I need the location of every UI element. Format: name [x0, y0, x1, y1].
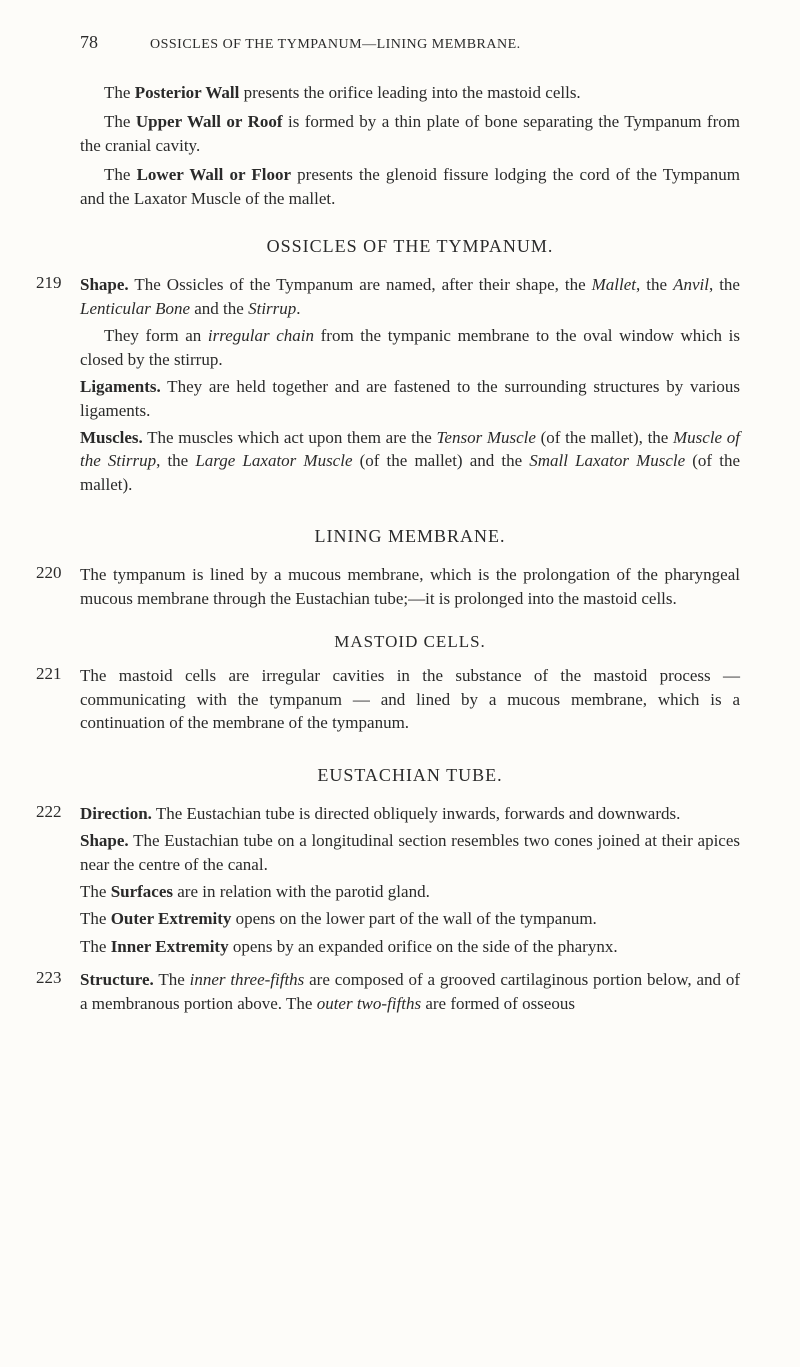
text: , the [156, 451, 195, 470]
term-anvil: Anvil [673, 275, 709, 294]
term-shape: Shape. [80, 831, 129, 850]
term-inner-three-fifths: inner three-fifths [190, 970, 305, 989]
para-chain: They form an irregular chain from the ty… [80, 324, 740, 371]
para-muscles: Muscles. The muscles which act upon them… [80, 426, 740, 496]
block-223: 223 Structure. The inner three-fifths ar… [80, 968, 740, 1019]
term-stirrup: Stirrup [248, 299, 296, 318]
term-shape: Shape. [80, 275, 129, 294]
term-outer-extremity: Outer Extremity [111, 909, 232, 928]
text: The [104, 83, 135, 102]
running-head: OSSICLES OF THE TYMPANUM—LINING MEMBRANE… [150, 37, 521, 53]
para-lining: The tympanum is lined by a mucous membra… [80, 563, 740, 610]
block-221: 221 The mastoid cells are irregular cavi… [80, 664, 740, 738]
term-large-laxator: Large Laxator Muscle [195, 451, 352, 470]
block-220: 220 The tympanum is lined by a mucous me… [80, 563, 740, 614]
text: The [80, 937, 111, 956]
text: are in relation with the parotid gland. [173, 882, 430, 901]
text: (of the mallet) and the [353, 451, 530, 470]
block-body: Direction. The Eustachian tube is direct… [80, 802, 740, 963]
term-surfaces: Surfaces [111, 882, 173, 901]
text: . [296, 299, 300, 318]
text: , the [709, 275, 740, 294]
para-shape: Shape. The Eustachian tube on a longitud… [80, 829, 740, 876]
text: The Eustachian tube on a longitudinal se… [80, 831, 740, 873]
term-structure: Structure. [80, 970, 154, 989]
para-direction: Direction. The Eustachian tube is direct… [80, 802, 740, 825]
text: (of the mallet), the [536, 428, 673, 447]
heading-lining: LINING MEMBRANE. [80, 526, 740, 547]
block-222: 222 Direction. The Eustachian tube is di… [80, 802, 740, 963]
term-ligaments: Ligaments. [80, 377, 161, 396]
margin-number: 221 [36, 664, 80, 738]
term-small-laxator: Small Laxator Muscle [529, 451, 685, 470]
text: The Ossicles of the Tympanum are named, … [129, 275, 592, 294]
term-outer-two-fifths: outer two-fifths [317, 994, 421, 1013]
para-surfaces: The Surfaces are in relation with the pa… [80, 880, 740, 903]
block-body: The tympanum is lined by a mucous membra… [80, 563, 740, 614]
term-direction: Direction. [80, 804, 152, 823]
text: The muscles which act upon them are the [143, 428, 437, 447]
term-posterior-wall: Posterior Wall [135, 83, 240, 102]
text: are formed of osseous [421, 994, 575, 1013]
margin-number: 223 [36, 968, 80, 1019]
text: The [104, 165, 137, 184]
term-lower-wall: Lower Wall or Floor [137, 165, 291, 184]
block-body: Shape. The Ossicles of the Tympanum are … [80, 273, 740, 500]
margin-number: 219 [36, 273, 80, 500]
page: 78 OSSICLES OF THE TYMPANUM—LINING MEMBR… [0, 0, 800, 1367]
text: , the [636, 275, 673, 294]
text: They are held together and are fastened … [80, 377, 740, 419]
term-lenticular-bone: Lenticular Bone [80, 299, 190, 318]
term-muscles: Muscles. [80, 428, 143, 447]
intro-para-posterior-wall: The Posterior Wall presents the orifice … [80, 81, 740, 104]
text: The [80, 882, 111, 901]
margin-number: 220 [36, 563, 80, 614]
heading-mastoid: MASTOID CELLS. [80, 632, 740, 652]
text: opens on the lower part of the wall of t… [231, 909, 596, 928]
term-tensor-muscle: Tensor Muscle [437, 428, 536, 447]
heading-eustachian: EUSTACHIAN TUBE. [80, 765, 740, 786]
block-219: 219 Shape. The Ossicles of the Tympanum … [80, 273, 740, 500]
intro-para-lower-wall: The Lower Wall or Floor presents the gle… [80, 163, 740, 210]
term-irregular-chain: irregular chain [208, 326, 314, 345]
para-shape: Shape. The Ossicles of the Tympanum are … [80, 273, 740, 320]
text: The Eustachian tube is directed obliquel… [152, 804, 680, 823]
text: and the [190, 299, 248, 318]
para-structure: Structure. The inner three-fifths are co… [80, 968, 740, 1015]
block-body: Structure. The inner three-fifths are co… [80, 968, 740, 1019]
text: presents the orifice leading into the ma… [239, 83, 580, 102]
text: opens by an expanded orifice on the side… [229, 937, 618, 956]
block-body: The mastoid cells are irregular cavities… [80, 664, 740, 738]
para-inner-extremity: The Inner Extremity opens by an expanded… [80, 935, 740, 958]
page-header: 78 OSSICLES OF THE TYMPANUM—LINING MEMBR… [80, 32, 740, 53]
heading-ossicles: OSSICLES OF THE TYMPANUM. [80, 236, 740, 257]
term-upper-wall: Upper Wall or Roof [136, 112, 283, 131]
page-number: 78 [80, 32, 98, 53]
text: The [104, 112, 136, 131]
para-outer-extremity: The Outer Extremity opens on the lower p… [80, 907, 740, 930]
term-mallet: Mallet [592, 275, 636, 294]
intro-para-upper-wall: The Upper Wall or Roof is formed by a th… [80, 110, 740, 157]
text: They form an [104, 326, 208, 345]
text: The [154, 970, 190, 989]
text: The [80, 909, 111, 928]
term-inner-extremity: Inner Extremity [111, 937, 229, 956]
margin-number: 222 [36, 802, 80, 963]
para-mastoid: The mastoid cells are irregular cavities… [80, 664, 740, 734]
para-ligaments: Ligaments. They are held together and ar… [80, 375, 740, 422]
